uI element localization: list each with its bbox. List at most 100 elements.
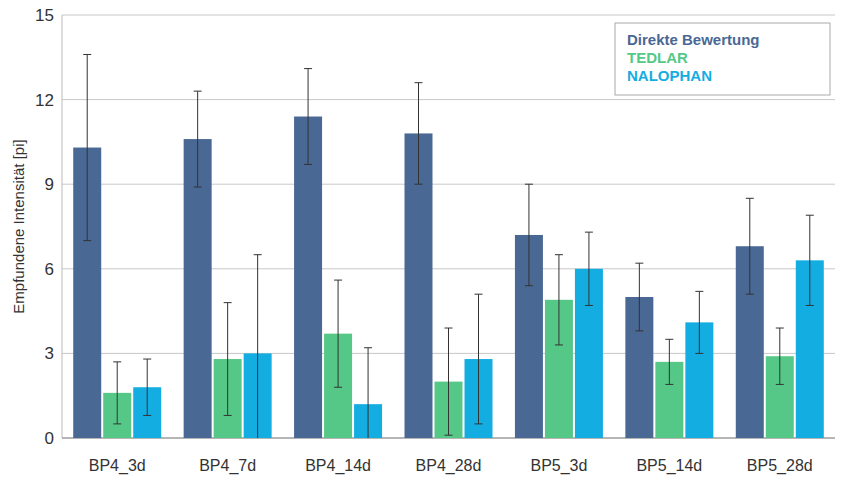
x-tick-label: BP4_7d: [199, 457, 256, 475]
error-line: [588, 232, 589, 305]
grid-line: [62, 268, 835, 269]
error-cap: [304, 68, 312, 69]
error-cap: [113, 361, 121, 362]
legend: Direkte BewertungTEDLARNALOPHAN: [615, 23, 830, 95]
error-line: [558, 255, 559, 345]
error-cap: [746, 294, 754, 295]
error-line: [809, 215, 810, 305]
legend-entry: Direkte Bewertung: [627, 31, 760, 48]
error-bar: [776, 328, 784, 384]
error-cap: [635, 330, 643, 331]
error-line: [87, 54, 88, 240]
error-bar: [665, 339, 673, 384]
error-line: [669, 339, 670, 384]
error-line: [699, 291, 700, 353]
error-bar: [635, 263, 643, 331]
error-cap: [806, 215, 814, 216]
error-cap: [776, 328, 784, 329]
error-bars: [83, 54, 814, 438]
grid-line: [62, 184, 835, 185]
grid-line: [62, 15, 835, 16]
error-cap: [224, 302, 232, 303]
error-bar: [143, 359, 151, 415]
error-cap: [665, 339, 673, 340]
error-cap: [806, 305, 814, 306]
error-cap: [665, 384, 673, 385]
error-line: [368, 348, 369, 438]
grid-line: [62, 99, 835, 100]
error-cap: [415, 82, 423, 83]
error-line: [639, 263, 640, 331]
error-line: [749, 198, 750, 294]
error-bar: [224, 303, 232, 416]
error-cap: [555, 344, 563, 345]
legend-box: [615, 23, 830, 95]
error-cap: [776, 384, 784, 385]
bars: [73, 117, 824, 438]
error-bar: [695, 291, 703, 353]
error-bar: [364, 348, 372, 438]
legend-entry: TEDLAR: [627, 49, 688, 66]
error-bar: [555, 255, 563, 345]
error-cap: [83, 54, 91, 55]
y-tick-label: 3: [45, 344, 54, 363]
x-tick-label: BP4_28d: [416, 457, 482, 475]
error-cap: [304, 164, 312, 165]
x-tick-label: BP5_28d: [747, 457, 813, 475]
error-cap: [695, 291, 703, 292]
error-cap: [445, 328, 453, 329]
error-line: [528, 184, 529, 286]
y-axis-label: Empfundene Intensität [pi]: [10, 139, 27, 313]
error-bar: [113, 362, 121, 424]
error-bar: [746, 198, 754, 294]
error-cap: [334, 387, 342, 388]
y-tick-label: 15: [35, 6, 54, 25]
x-tick-label: BP5_14d: [636, 457, 702, 475]
error-cap: [585, 305, 593, 306]
error-cap: [585, 232, 593, 233]
error-cap: [445, 435, 453, 436]
error-bar: [334, 280, 342, 387]
error-line: [227, 303, 228, 416]
error-cap: [415, 184, 423, 185]
error-cap: [83, 240, 91, 241]
y-tick-label: 0: [45, 429, 54, 448]
legend-entry: NALOPHAN: [627, 67, 712, 84]
error-bar: [585, 232, 593, 305]
error-line: [418, 83, 419, 185]
error-bar: [415, 83, 423, 185]
error-bar: [194, 91, 202, 187]
error-cap: [143, 415, 151, 416]
error-line: [338, 280, 339, 387]
error-cap: [525, 285, 533, 286]
x-tick-label: BP5_3d: [530, 457, 587, 475]
x-tick-label: BP4_3d: [89, 457, 146, 475]
error-bar: [445, 328, 453, 435]
error-cap: [555, 254, 563, 255]
error-bar: [254, 255, 262, 438]
y-axis: [62, 15, 63, 438]
chart: 03691215Empfundene Intensität [pi]BP4_3d…: [0, 0, 868, 486]
error-cap: [635, 263, 643, 264]
error-line: [448, 328, 449, 435]
error-cap: [194, 187, 202, 188]
error-cap: [194, 91, 202, 92]
error-cap: [746, 198, 754, 199]
error-cap: [475, 423, 483, 424]
y-tick-label: 9: [45, 175, 54, 194]
error-cap: [475, 294, 483, 295]
error-bar: [475, 294, 483, 424]
error-bar: [304, 69, 312, 165]
y-tick-label: 12: [35, 91, 54, 110]
error-cap: [525, 184, 533, 185]
error-cap: [224, 415, 232, 416]
error-cap: [364, 347, 372, 348]
error-cap: [334, 280, 342, 281]
error-cap: [254, 254, 262, 255]
error-line: [308, 69, 309, 165]
error-cap: [113, 423, 121, 424]
error-bar: [525, 184, 533, 286]
error-bar: [83, 54, 91, 240]
error-cap: [695, 353, 703, 354]
error-line: [257, 255, 258, 438]
